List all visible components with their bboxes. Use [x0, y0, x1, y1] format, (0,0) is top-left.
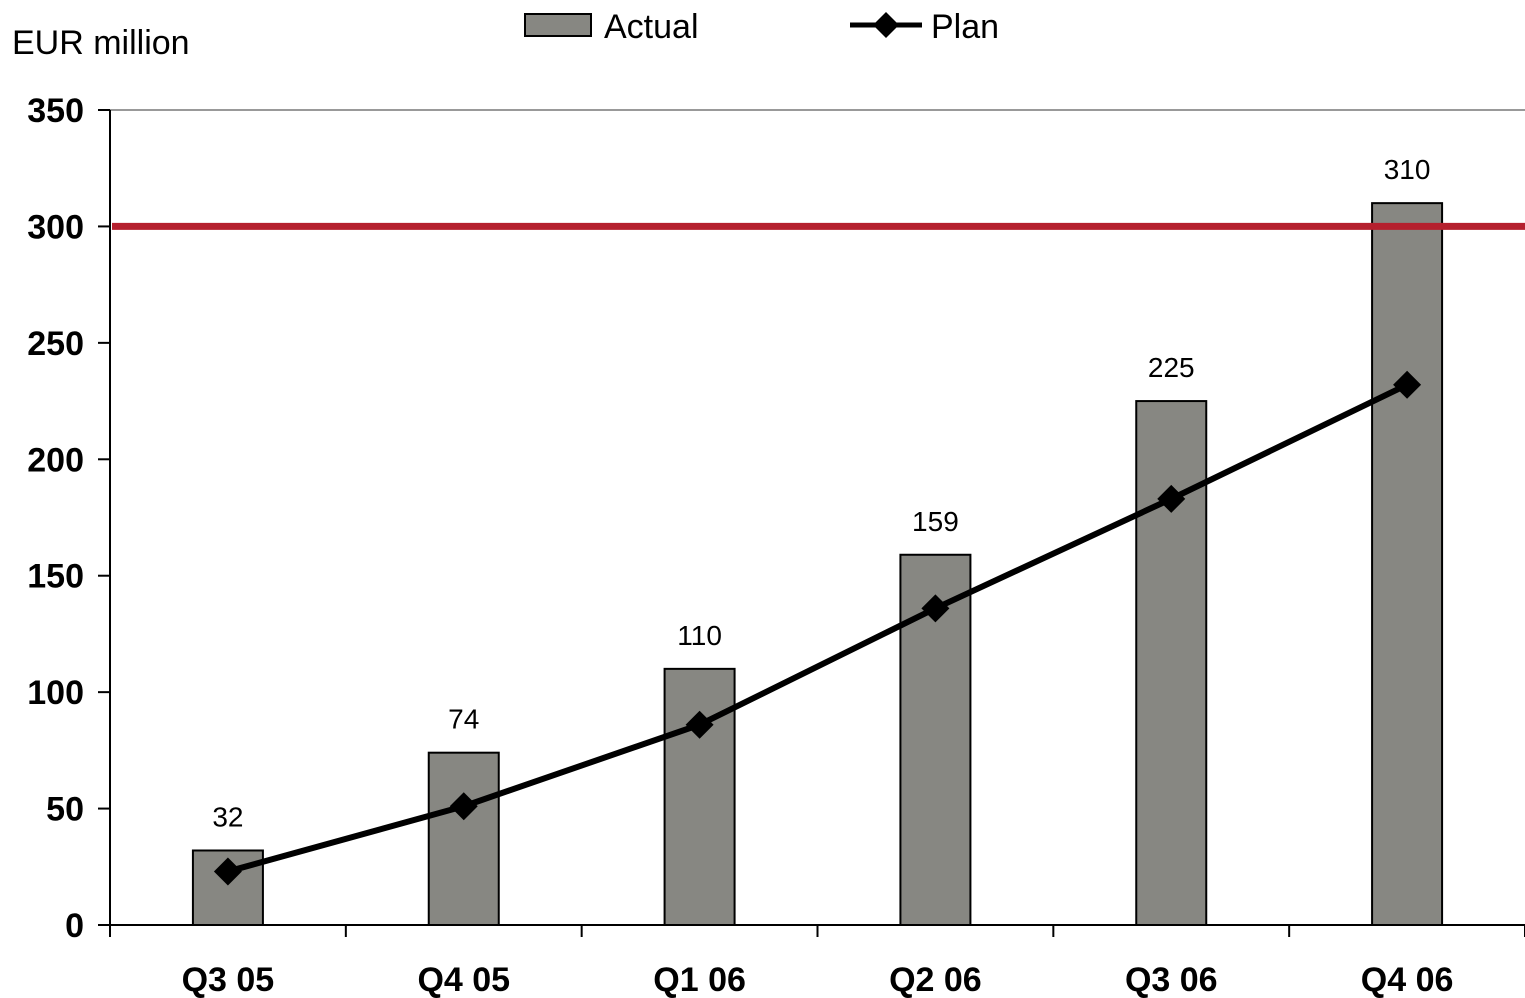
- bar-actual-1: [427, 751, 500, 927]
- data-label-actual-3: 159: [912, 506, 959, 537]
- y-tick-label-5: 250: [27, 325, 84, 363]
- y-axis-unit-label: EUR million: [12, 24, 190, 62]
- legend-marker-plan: [873, 12, 899, 38]
- x-tick-label-1: Q4 05: [417, 961, 510, 998]
- x-tick-label-2: Q1 06: [653, 961, 746, 998]
- marker-plan-1: [449, 792, 478, 821]
- legend: Actual Plan: [524, 8, 999, 46]
- data-label-actual-1: 74: [448, 704, 479, 735]
- plot-area: 32 74 110 159 225 310 0 50 100 150 200 250 300 350 Q3 …: [27, 92, 1525, 998]
- y-tick-label-0: 0: [65, 907, 84, 945]
- legend-label-actual: Actual: [604, 8, 699, 46]
- legend-label-plan: Plan: [931, 8, 999, 46]
- marker-plan-2: [685, 710, 714, 739]
- data-label-actual-2: 110: [677, 620, 722, 651]
- x-tick-label-5: Q4 06: [1361, 961, 1454, 998]
- y-tick-label-3: 150: [27, 558, 84, 596]
- y-tick-label-2: 100: [27, 674, 84, 712]
- y-tick-label-6: 300: [27, 208, 84, 246]
- bar-actual-2: [663, 667, 736, 926]
- legend-swatch-actual: [524, 13, 592, 37]
- data-label-actual-4: 225: [1148, 352, 1195, 383]
- marker-plan-4: [1157, 484, 1186, 513]
- marker-plan-5: [1393, 370, 1422, 399]
- marker-plan-3: [921, 594, 950, 623]
- y-tick-label-7: 350: [27, 92, 84, 130]
- x-tick-label-4: Q3 06: [1125, 961, 1218, 998]
- bar-actual-3: [899, 553, 972, 926]
- bar-actual-4: [1135, 400, 1208, 927]
- bar-actual-5: [1371, 202, 1444, 926]
- x-tick-label-0: Q3 05: [182, 961, 275, 998]
- y-tick-label-1: 50: [46, 791, 84, 829]
- y-tick-label-4: 200: [27, 441, 84, 479]
- data-label-actual-0: 32: [212, 801, 243, 832]
- line-plan: [227, 382, 1409, 875]
- marker-plan-0: [213, 857, 242, 886]
- x-tick-label-3: Q2 06: [889, 961, 982, 998]
- data-label-actual-5: 310: [1384, 154, 1431, 185]
